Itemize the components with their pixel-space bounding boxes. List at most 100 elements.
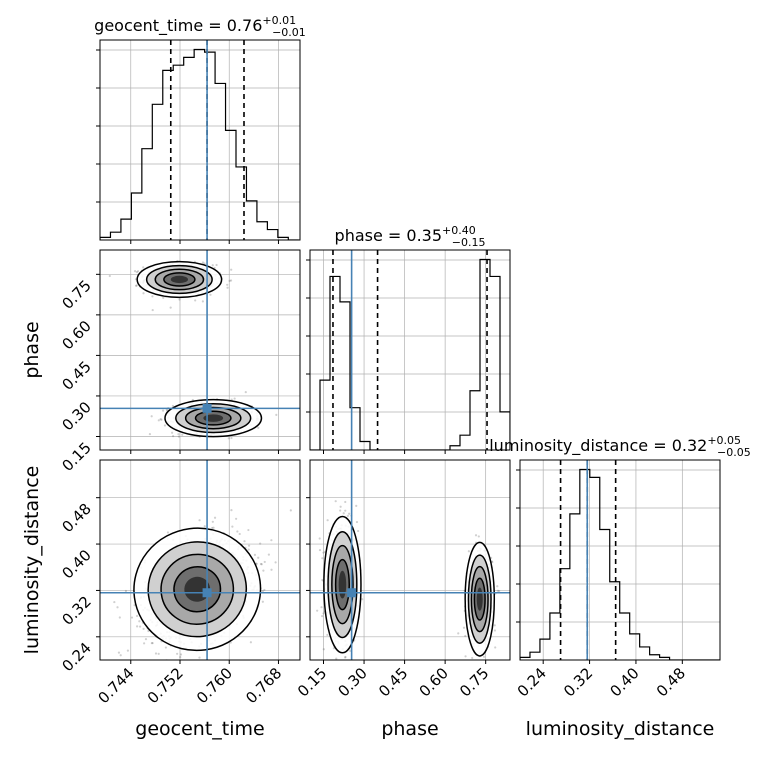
- scatter-point: [357, 529, 360, 533]
- scatter-point: [496, 589, 499, 592]
- y-axis-label-phase: phase: [21, 321, 43, 378]
- histogram-bar-luminosity_distance-6: [580, 470, 590, 660]
- contour-level-time-phase-1-4: [203, 414, 224, 422]
- y-axis-label-luminosity-distance: luminosity_distance: [21, 466, 43, 655]
- y-tick-label-luminosity_distance-0.48: 0.48: [58, 500, 94, 536]
- scatter-point: [249, 641, 252, 644]
- title-geocent-time: geocent_time = 0.76+0.01 −0.01: [94, 14, 306, 39]
- x-tick-label-luminosity_distance-0.24: 0.24: [514, 664, 550, 700]
- contour-level-phase-dist-0-4: [338, 570, 347, 599]
- scatter-point: [171, 404, 175, 408]
- scatter-point: [493, 629, 497, 632]
- y-tick-label-luminosity_distance-0.32: 0.32: [58, 593, 94, 629]
- x-axis-label-luminosity-distance: luminosity_distance: [526, 718, 715, 740]
- scatter-point: [126, 649, 130, 652]
- histogram-bar-geocent_time-15: [257, 222, 267, 240]
- scatter-point: [176, 652, 179, 655]
- contour-level-time-phase-0-4: [170, 275, 188, 284]
- scatter-point: [262, 569, 265, 572]
- x-tick-label-phase-0.45: 0.45: [375, 664, 411, 700]
- scatter-point: [136, 625, 139, 628]
- histogram-bar-geocent_time-12: [226, 130, 236, 240]
- scatter-point: [136, 270, 140, 273]
- scatter-point: [160, 418, 163, 421]
- histogram-bar-luminosity_distance-2: [540, 639, 550, 660]
- scatter-point: [130, 616, 134, 619]
- panel-diag-geocent_time-frame: [99, 39, 301, 241]
- scatter-point: [209, 293, 212, 296]
- scatter-point: [289, 509, 292, 512]
- scatter-point: [161, 409, 165, 412]
- x-tick-label-luminosity_distance-0.40: 0.40: [606, 664, 642, 700]
- scatter-point: [226, 283, 229, 286]
- scatter-point: [464, 634, 467, 638]
- scatter-point: [148, 432, 152, 436]
- scatter-point: [347, 661, 349, 663]
- panel-diag-phase-frame: [309, 249, 511, 451]
- scatter-point: [229, 279, 233, 282]
- scatter-point: [244, 391, 247, 394]
- truth-marker-time-dist: [202, 588, 212, 598]
- histogram-outline-geocent_time: [100, 48, 299, 240]
- scatter-point: [339, 505, 342, 508]
- scatter-point: [133, 270, 137, 273]
- panel-2d-phase-dist: [310, 460, 510, 666]
- histogram-bar-phase-3: [340, 302, 350, 450]
- scatter-point: [259, 542, 262, 545]
- histogram-bar-phase-17: [480, 260, 490, 450]
- scatter-point: [150, 415, 153, 418]
- histogram-bar-phase-2: [330, 276, 340, 450]
- scatter-point: [228, 279, 231, 282]
- scatter-point: [344, 655, 347, 659]
- histogram-bar-phase-18: [490, 276, 500, 450]
- scatter-point: [270, 568, 273, 571]
- scatter-point: [334, 500, 337, 503]
- scatter-point: [142, 627, 145, 630]
- scatter-point: [464, 655, 467, 658]
- panels-layer: 0.24 0.32 0.40 0.480.150.300.450.600.750.74…: [58, 39, 721, 707]
- scatter-point: [117, 651, 121, 654]
- x-tick-label-geocent_time-0.752: 0.752: [144, 664, 187, 707]
- scatter-point: [355, 520, 359, 524]
- scatter-point: [179, 653, 183, 656]
- scatter-point: [151, 308, 154, 312]
- scatter-point: [177, 435, 180, 438]
- scatter-point: [212, 526, 215, 529]
- panel-diag-luminosity_distance-frame: [519, 459, 721, 661]
- y-tick-label-phase-0.60: 0.60: [58, 317, 94, 353]
- scatter-point: [274, 561, 277, 564]
- scatter-point: [179, 656, 182, 659]
- x-tick-label-geocent_time-0.768: 0.768: [242, 664, 285, 707]
- histogram-bar-geocent_time-3: [131, 193, 141, 240]
- panel-2d-phase-dist-frame: [309, 459, 511, 661]
- x-tick-label-phase-0.30: 0.30: [335, 664, 371, 700]
- truth-marker-phase-dist: [347, 588, 357, 598]
- histogram-bar-luminosity_distance-7: [590, 477, 600, 660]
- x-tick-label-luminosity_distance-0.48: 0.48: [653, 664, 689, 700]
- scatter-point: [236, 530, 239, 533]
- scatter-point: [247, 544, 251, 547]
- y-tick-label-phase-0.45: 0.45: [58, 358, 94, 394]
- scatter-point: [108, 274, 111, 278]
- scatter-point: [164, 646, 167, 649]
- scatter-point: [322, 648, 325, 651]
- scatter-point: [211, 520, 214, 523]
- scatter-point: [339, 509, 342, 512]
- histogram-bar-phase-1: [320, 380, 330, 450]
- histogram-bar-geocent_time-7: [173, 65, 183, 240]
- scatter-point: [247, 548, 250, 551]
- scatter-point: [157, 652, 160, 655]
- scatter-point: [457, 632, 460, 635]
- histogram-bar-luminosity_distance-8: [600, 530, 610, 660]
- scatter-point: [320, 606, 323, 609]
- scatter-point: [135, 614, 139, 618]
- scatter-point: [143, 642, 146, 645]
- scatter-point: [211, 526, 214, 530]
- scatter-point: [138, 625, 142, 628]
- scatter-point: [253, 553, 257, 557]
- histogram-bar-phase-15: [460, 435, 470, 450]
- histogram-bar-geocent_time-6: [163, 70, 173, 240]
- histogram-bar-geocent_time-4: [142, 149, 152, 240]
- scatter-point: [482, 664, 484, 666]
